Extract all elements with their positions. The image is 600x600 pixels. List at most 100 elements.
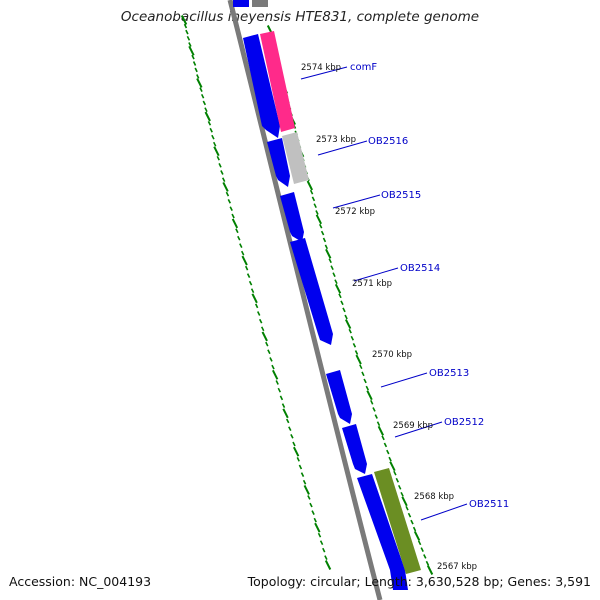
inner-tick-mark — [204, 111, 211, 122]
inner-tick-mark — [309, 502, 313, 508]
inner-tick-mark — [300, 472, 305, 477]
gene-label-comF[interactable]: comF — [350, 62, 377, 73]
outer-tick-mark — [306, 180, 313, 191]
inner-tick-mark — [196, 78, 203, 88]
gene-arrow-ob2515[interactable] — [267, 138, 290, 187]
gene-label-ob2516[interactable]: OB2516 — [368, 136, 408, 147]
outer-tick-mark — [413, 530, 421, 541]
inner-tick-mark — [241, 255, 248, 266]
gene-label-ob2513[interactable]: OB2513 — [429, 368, 469, 379]
inner-tick-mark — [240, 250, 245, 256]
leader-comF — [300, 66, 348, 80]
inner-tick-mark — [260, 326, 265, 332]
outer-tick-mark — [348, 328, 352, 334]
kbp-label-2568: 2568 kbp — [414, 492, 454, 502]
gene-arrow-ob2514-a[interactable] — [280, 192, 304, 242]
inner-tick-mark — [207, 121, 212, 126]
outer-tick-mark — [334, 283, 342, 294]
outer-tick-mark — [401, 496, 408, 507]
kbp-label-2571: 2571 kbp — [352, 279, 392, 289]
inner-tick-mark — [191, 54, 195, 60]
genome-backbone — [227, 0, 383, 600]
gene-arrow-ob2511[interactable] — [357, 474, 408, 590]
outer-tick-mark — [426, 565, 434, 575]
outer-tick-mark — [412, 526, 417, 532]
outer-tick-mark — [350, 335, 355, 341]
outer-tick-mark — [374, 414, 378, 419]
leader-ob2511 — [420, 503, 468, 521]
gene-label-ob2514[interactable]: OB2514 — [400, 263, 440, 274]
gene-stub-gray[interactable] — [252, 0, 268, 7]
inner-tick-mark — [288, 426, 292, 431]
outer-tick-mark — [376, 421, 381, 427]
outer-tick-mark — [425, 560, 430, 566]
inner-tick-mark — [188, 42, 192, 47]
inner-tick-mark — [204, 107, 208, 113]
outer-tick-mark — [400, 491, 404, 497]
gene-arrow-ob2516-left[interactable] — [243, 34, 280, 138]
outer-tick-mark — [324, 244, 329, 250]
gene-gray-after-comF[interactable] — [282, 132, 309, 184]
inner-tick-mark — [298, 464, 303, 470]
inner-tick-mark — [267, 349, 271, 355]
inner-tick-mark — [319, 540, 324, 546]
gene-arrow-ob2513[interactable] — [326, 370, 352, 424]
inner-tick-mark — [235, 228, 239, 234]
outer-tick-mark — [332, 272, 336, 278]
gene-label-ob2515[interactable]: OB2515 — [381, 190, 421, 201]
inner-tick-mark — [180, 15, 188, 25]
outer-tick-mark — [372, 407, 376, 412]
outer-tick-mark — [328, 258, 332, 264]
inner-tick-mark — [183, 23, 188, 29]
inner-tick-mark — [293, 446, 300, 457]
outer-tick-mark — [325, 248, 332, 259]
outer-tick-mark — [420, 547, 424, 552]
leader-ob2515 — [332, 194, 381, 209]
kbp-label-2569: 2569 kbp — [393, 421, 433, 431]
gene-arrow-ob2514-b[interactable] — [290, 238, 333, 345]
inner-tick-mark — [272, 369, 279, 380]
inner-tick-mark — [277, 387, 282, 393]
gene-comF[interactable] — [260, 31, 295, 132]
outer-tick-mark — [354, 350, 359, 355]
outer-tick-mark — [309, 189, 314, 195]
inner-tick-mark — [250, 288, 255, 294]
inner-tick-mark — [200, 93, 205, 99]
inner-tick-mark — [231, 218, 239, 229]
outer-tick-mark — [330, 265, 334, 271]
outer-tick-mark — [355, 354, 362, 365]
gene-arrow-ob2512[interactable] — [342, 424, 367, 474]
outer-tick-mark — [366, 390, 373, 401]
outer-tick-mark — [423, 554, 427, 559]
inner-tick-mark — [322, 547, 326, 553]
outer-tick-mark — [359, 364, 363, 370]
inner-tick-mark — [192, 61, 197, 66]
outer-tick-mark — [381, 435, 385, 441]
inner-tick-mark — [279, 395, 284, 401]
gene-label-ob2512[interactable]: OB2512 — [444, 417, 484, 428]
inner-tick-mark — [313, 517, 317, 523]
inner-tick-mark — [196, 74, 200, 79]
inner-tick-mark — [281, 403, 286, 408]
inner-tick-mark — [199, 87, 203, 92]
inner-tick-mark — [239, 243, 243, 248]
outer-tick-mark — [417, 540, 422, 546]
outer-tick-mark — [383, 442, 388, 448]
inner-tick-mark — [258, 318, 263, 324]
outer-tick-mark — [352, 343, 357, 348]
gene-olive[interactable] — [374, 468, 421, 574]
inner-tick-mark — [324, 555, 328, 560]
inner-tick-mark — [307, 495, 311, 500]
outer-tick-mark — [315, 210, 319, 215]
inner-tick-mark — [227, 199, 232, 204]
inner-tick-mark — [261, 331, 268, 342]
leader-ob2513 — [380, 372, 428, 388]
inner-tick-mark — [212, 141, 217, 147]
inner-tick-mark — [282, 408, 289, 419]
gene-label-ob2511[interactable]: OB2511 — [469, 499, 509, 510]
inner-tick-mark — [311, 510, 315, 515]
gene-stub-blue[interactable] — [233, 0, 249, 7]
inner-tick-mark — [229, 206, 233, 211]
outer-tick-mark — [410, 519, 414, 525]
